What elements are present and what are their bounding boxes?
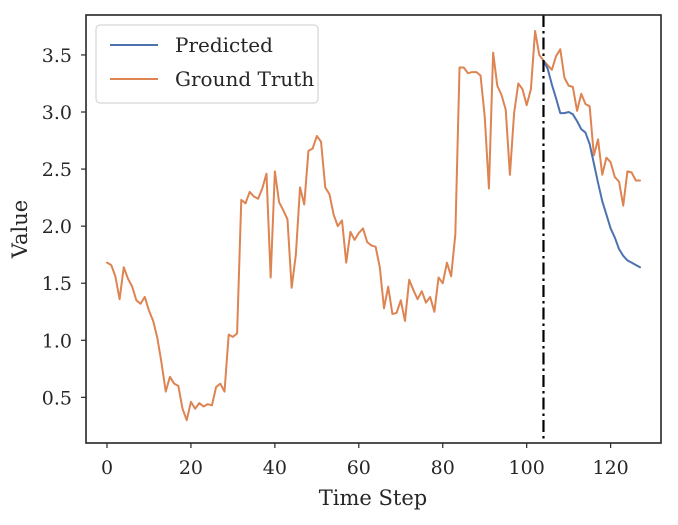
y-tick-label: 3.5 bbox=[42, 45, 72, 67]
x-tick-label: 120 bbox=[593, 457, 629, 479]
legend-label-ground-truth: Ground Truth bbox=[175, 67, 314, 91]
x-tick-label: 100 bbox=[509, 457, 545, 479]
x-tick-label: 0 bbox=[101, 457, 113, 479]
chart-marks bbox=[105, 15, 642, 443]
x-tick-label: 60 bbox=[347, 457, 371, 479]
x-tick-label: 20 bbox=[179, 457, 203, 479]
series-line-ground-truth bbox=[105, 29, 642, 422]
y-tick-label: 1.5 bbox=[42, 273, 72, 295]
legend: Predicted Ground Truth bbox=[95, 24, 319, 104]
y-axis-label: Value bbox=[8, 200, 32, 259]
x-axis-label: Time Step bbox=[319, 486, 427, 510]
legend-label-predicted: Predicted bbox=[175, 33, 273, 57]
x-tick-label: 80 bbox=[431, 457, 455, 479]
x-tick-label: 40 bbox=[263, 457, 287, 479]
y-tick-label: 2.5 bbox=[42, 159, 72, 181]
series-line-predicted bbox=[542, 59, 642, 269]
chart-ticks: 0 20 40 60 80 100 120 0.5 1.0 1.5 2.0 2.5 3.0 3.5 bbox=[42, 45, 629, 479]
plot-frame bbox=[85, 14, 662, 444]
y-tick-label: 2.0 bbox=[42, 216, 72, 238]
y-tick-label: 1.0 bbox=[42, 330, 72, 352]
y-tick-label: 0.5 bbox=[42, 387, 72, 409]
y-tick-label: 3.0 bbox=[42, 102, 72, 124]
